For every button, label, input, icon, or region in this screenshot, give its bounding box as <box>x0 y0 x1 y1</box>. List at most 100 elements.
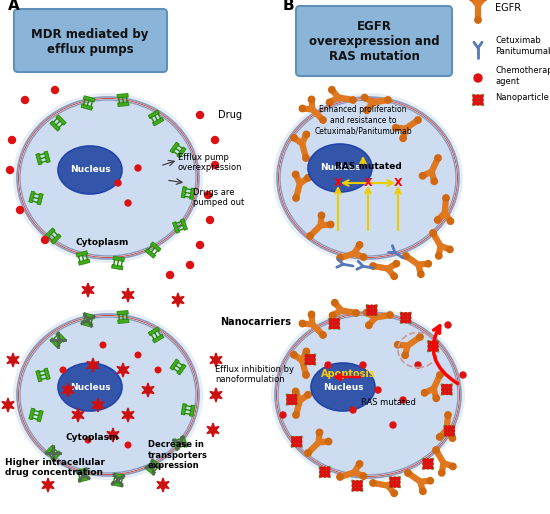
Circle shape <box>337 255 343 261</box>
Circle shape <box>404 316 407 319</box>
Circle shape <box>287 401 290 405</box>
Polygon shape <box>62 383 74 397</box>
Circle shape <box>450 463 456 470</box>
Bar <box>150 242 161 252</box>
Circle shape <box>356 484 359 487</box>
Circle shape <box>433 395 439 401</box>
Circle shape <box>329 319 332 322</box>
Bar <box>181 187 186 198</box>
Circle shape <box>327 222 334 228</box>
Bar <box>145 248 156 258</box>
Ellipse shape <box>13 93 203 263</box>
Bar <box>78 476 90 482</box>
Text: Efflux pump
overexpression: Efflux pump overexpression <box>178 153 243 172</box>
Circle shape <box>292 440 295 443</box>
Circle shape <box>423 463 426 465</box>
Circle shape <box>408 316 411 319</box>
Ellipse shape <box>20 100 196 256</box>
Circle shape <box>446 388 448 391</box>
Circle shape <box>293 388 299 395</box>
Circle shape <box>352 484 355 487</box>
Polygon shape <box>157 478 169 492</box>
Circle shape <box>167 271 173 279</box>
Circle shape <box>287 398 290 401</box>
Polygon shape <box>72 408 84 422</box>
Circle shape <box>452 429 454 432</box>
Circle shape <box>393 124 399 131</box>
Circle shape <box>186 262 194 268</box>
Circle shape <box>469 0 475 1</box>
Text: EGFR: EGFR <box>495 3 521 13</box>
Circle shape <box>415 362 421 368</box>
Circle shape <box>480 95 483 98</box>
Circle shape <box>293 195 299 201</box>
Bar <box>56 115 66 125</box>
Circle shape <box>417 334 423 340</box>
Circle shape <box>336 322 339 325</box>
Circle shape <box>473 99 476 101</box>
Circle shape <box>408 313 411 316</box>
Circle shape <box>333 326 336 328</box>
Text: Drugs are
pumped out: Drugs are pumped out <box>193 188 244 207</box>
Circle shape <box>431 178 437 185</box>
Circle shape <box>476 99 480 101</box>
Polygon shape <box>210 353 222 367</box>
Circle shape <box>401 313 404 316</box>
Circle shape <box>370 305 373 308</box>
Circle shape <box>356 488 359 491</box>
Circle shape <box>435 155 441 161</box>
Circle shape <box>417 271 424 278</box>
Circle shape <box>291 135 297 141</box>
Circle shape <box>480 102 483 105</box>
Circle shape <box>430 459 433 462</box>
Circle shape <box>435 348 438 351</box>
Polygon shape <box>82 283 94 297</box>
Circle shape <box>303 348 310 355</box>
Circle shape <box>360 473 367 480</box>
Circle shape <box>474 74 482 82</box>
Text: EGFR
overexpression and
RAS mutation: EGFR overexpression and RAS mutation <box>309 21 439 64</box>
Circle shape <box>318 212 324 218</box>
Circle shape <box>327 474 330 477</box>
Text: X: X <box>394 178 402 188</box>
Bar <box>112 265 123 270</box>
Circle shape <box>303 131 310 138</box>
Circle shape <box>293 412 299 418</box>
Circle shape <box>359 481 362 484</box>
FancyBboxPatch shape <box>14 9 167 72</box>
Bar <box>51 234 61 244</box>
Circle shape <box>352 481 355 484</box>
Bar <box>56 332 66 342</box>
Circle shape <box>452 426 454 429</box>
Circle shape <box>400 397 406 403</box>
Text: MDR mediated by
efflux pumps: MDR mediated by efflux pumps <box>31 28 148 56</box>
Text: Apoptosis: Apoptosis <box>321 369 375 379</box>
Bar <box>37 193 43 205</box>
Circle shape <box>449 392 452 395</box>
Circle shape <box>290 395 293 397</box>
Bar <box>36 370 42 382</box>
Circle shape <box>364 309 370 316</box>
Circle shape <box>326 438 332 445</box>
Circle shape <box>430 466 433 469</box>
Circle shape <box>327 470 330 473</box>
Ellipse shape <box>13 310 203 480</box>
Ellipse shape <box>278 315 458 475</box>
Circle shape <box>312 361 315 364</box>
Circle shape <box>125 200 131 206</box>
Polygon shape <box>87 358 99 372</box>
Circle shape <box>428 341 431 344</box>
Circle shape <box>291 352 297 358</box>
Circle shape <box>387 312 393 318</box>
Text: Cetuximab
Panitumumab: Cetuximab Panitumumab <box>495 36 550 56</box>
Circle shape <box>294 395 297 397</box>
Circle shape <box>359 488 362 491</box>
Circle shape <box>333 319 336 322</box>
Circle shape <box>442 392 445 395</box>
Circle shape <box>438 470 445 476</box>
Circle shape <box>473 95 476 98</box>
Bar <box>173 438 179 450</box>
Bar <box>76 468 87 474</box>
Ellipse shape <box>58 363 122 411</box>
Circle shape <box>85 437 91 443</box>
